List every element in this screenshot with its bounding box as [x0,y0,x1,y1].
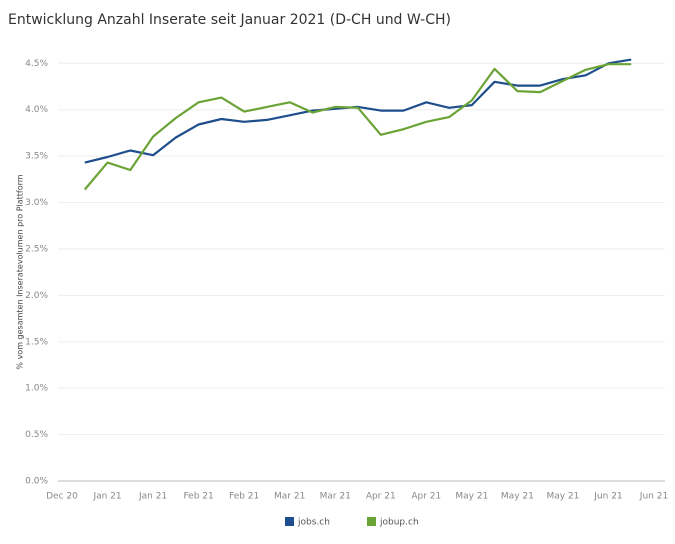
y-tick-label: 0.0% [25,477,48,487]
x-tick-label: Feb 21 [229,492,259,502]
y-tick-label: 0.5% [25,430,48,440]
y-tick-label: 4.0% [25,105,48,115]
chart-title: Entwicklung Anzahl Inserate seit Januar … [8,12,451,28]
x-tick-label: Apr 21 [411,492,441,502]
x-tick-label: Feb 21 [183,492,213,502]
y-axis-label: % vom gesamten Inseratevolumen pro Platt… [16,174,25,369]
legend-label: jobs.ch [297,518,330,528]
x-tick-label: Jun 21 [639,492,668,502]
x-tick-label: Jun 21 [593,492,622,502]
x-tick-label: Mar 21 [274,492,305,502]
y-tick-label: 4.5% [25,59,48,69]
legend-label: jobup.ch [379,518,419,528]
x-tick-label: May 21 [546,492,579,502]
x-tick-label: May 21 [501,492,534,502]
y-tick-label: 3.0% [25,198,48,208]
x-tick-label: Mar 21 [320,492,351,502]
y-tick-label: 3.5% [25,152,48,162]
x-tick-label: May 21 [455,492,488,502]
legend-swatch [285,517,294,526]
x-tick-label: Dec 20 [46,492,78,502]
x-tick-label: Jan 21 [138,492,167,502]
line-series [84,58,632,164]
x-tick-label: Jan 21 [92,492,121,502]
y-tick-label: 1.0% [25,384,48,394]
y-tick-label: 2.0% [25,291,48,301]
y-tick-label: 2.5% [25,244,48,254]
line-series [83,63,632,191]
legend-swatch [367,517,376,526]
y-tick-label: 1.5% [25,337,48,347]
x-tick-label: Apr 21 [366,492,396,502]
